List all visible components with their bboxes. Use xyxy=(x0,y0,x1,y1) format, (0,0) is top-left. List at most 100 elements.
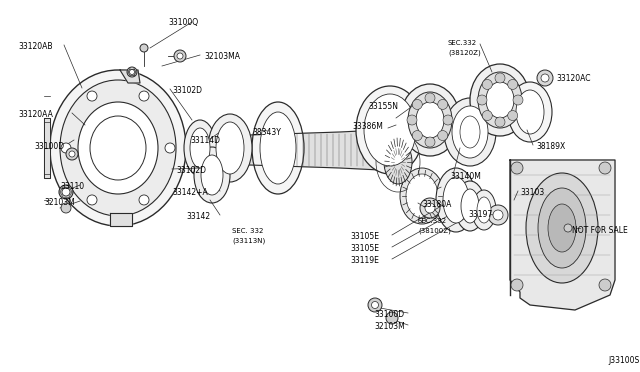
Text: 33102D: 33102D xyxy=(172,86,202,95)
Circle shape xyxy=(511,279,523,291)
Circle shape xyxy=(139,91,149,101)
Ellipse shape xyxy=(478,72,522,128)
Text: (38120Z): (38120Z) xyxy=(448,50,481,57)
Text: 38343Y: 38343Y xyxy=(252,128,281,137)
Ellipse shape xyxy=(364,94,416,166)
Polygon shape xyxy=(110,213,132,226)
Circle shape xyxy=(61,143,71,153)
Circle shape xyxy=(127,67,137,77)
Circle shape xyxy=(139,195,149,205)
Ellipse shape xyxy=(356,86,424,174)
Text: 33114D: 33114D xyxy=(190,136,220,145)
Circle shape xyxy=(61,203,71,213)
Circle shape xyxy=(438,131,448,141)
Circle shape xyxy=(425,137,435,147)
Ellipse shape xyxy=(216,122,244,174)
Text: 33197: 33197 xyxy=(468,210,492,219)
Circle shape xyxy=(386,312,398,324)
Ellipse shape xyxy=(408,92,452,148)
Text: 32103M: 32103M xyxy=(374,322,404,331)
Text: 33120AA: 33120AA xyxy=(18,110,53,119)
Ellipse shape xyxy=(416,102,444,138)
Text: 33120AC: 33120AC xyxy=(556,74,591,83)
Circle shape xyxy=(508,110,518,121)
Text: 33105E: 33105E xyxy=(350,244,379,253)
Text: 33155N: 33155N xyxy=(368,102,398,111)
Text: 33180A: 33180A xyxy=(422,200,451,209)
Circle shape xyxy=(66,148,78,160)
Text: 33100D: 33100D xyxy=(374,310,404,319)
Polygon shape xyxy=(44,118,50,178)
Circle shape xyxy=(425,93,435,103)
Ellipse shape xyxy=(208,114,252,182)
Text: 32103M: 32103M xyxy=(44,198,75,207)
Circle shape xyxy=(371,301,378,308)
Text: 33110: 33110 xyxy=(60,182,84,191)
Ellipse shape xyxy=(470,64,530,136)
Ellipse shape xyxy=(184,120,216,176)
Ellipse shape xyxy=(218,135,242,147)
Ellipse shape xyxy=(548,204,576,252)
Text: SEC. 332: SEC. 332 xyxy=(232,228,264,234)
Text: (33113N): (33113N) xyxy=(232,238,265,244)
Circle shape xyxy=(483,80,492,89)
Circle shape xyxy=(493,210,503,220)
Polygon shape xyxy=(195,128,400,172)
Ellipse shape xyxy=(477,197,491,223)
Circle shape xyxy=(69,151,75,157)
Circle shape xyxy=(488,205,508,225)
Text: 33100D: 33100D xyxy=(34,142,64,151)
Text: 32103MA: 32103MA xyxy=(204,52,240,61)
Circle shape xyxy=(140,44,148,52)
Circle shape xyxy=(59,185,73,199)
Ellipse shape xyxy=(50,70,186,226)
Circle shape xyxy=(599,279,611,291)
Ellipse shape xyxy=(190,128,210,168)
Circle shape xyxy=(412,99,422,109)
Ellipse shape xyxy=(218,145,242,157)
Circle shape xyxy=(508,80,518,89)
Ellipse shape xyxy=(538,188,586,268)
Circle shape xyxy=(62,188,70,196)
Ellipse shape xyxy=(201,155,223,195)
Text: 33102D: 33102D xyxy=(176,166,206,175)
Circle shape xyxy=(129,70,134,74)
Text: 33140M: 33140M xyxy=(450,172,481,181)
Circle shape xyxy=(174,50,186,62)
Ellipse shape xyxy=(384,140,412,184)
Ellipse shape xyxy=(218,138,242,150)
Ellipse shape xyxy=(400,168,444,224)
Circle shape xyxy=(511,162,523,174)
Circle shape xyxy=(483,110,492,121)
Circle shape xyxy=(599,162,611,174)
Ellipse shape xyxy=(460,116,480,148)
Text: 33142: 33142 xyxy=(186,212,210,221)
Circle shape xyxy=(87,195,97,205)
Ellipse shape xyxy=(516,90,544,134)
Ellipse shape xyxy=(194,147,230,203)
Circle shape xyxy=(443,115,453,125)
Ellipse shape xyxy=(472,190,496,230)
Ellipse shape xyxy=(486,82,514,118)
Text: (38100Z): (38100Z) xyxy=(418,228,451,234)
Circle shape xyxy=(177,53,183,59)
Ellipse shape xyxy=(218,147,242,159)
Ellipse shape xyxy=(526,173,598,283)
Ellipse shape xyxy=(455,181,485,231)
Ellipse shape xyxy=(508,82,552,142)
Ellipse shape xyxy=(218,139,242,151)
Ellipse shape xyxy=(400,84,460,156)
Circle shape xyxy=(420,198,440,218)
Circle shape xyxy=(495,73,505,83)
Circle shape xyxy=(407,115,417,125)
Text: NOT FOR SALE: NOT FOR SALE xyxy=(572,226,628,235)
Ellipse shape xyxy=(218,141,242,153)
Circle shape xyxy=(537,70,553,86)
Text: SEC.332: SEC.332 xyxy=(418,218,447,224)
Ellipse shape xyxy=(218,144,242,156)
Circle shape xyxy=(541,74,549,82)
Ellipse shape xyxy=(444,98,496,166)
Ellipse shape xyxy=(436,168,476,232)
Ellipse shape xyxy=(260,112,296,184)
Ellipse shape xyxy=(90,116,146,180)
